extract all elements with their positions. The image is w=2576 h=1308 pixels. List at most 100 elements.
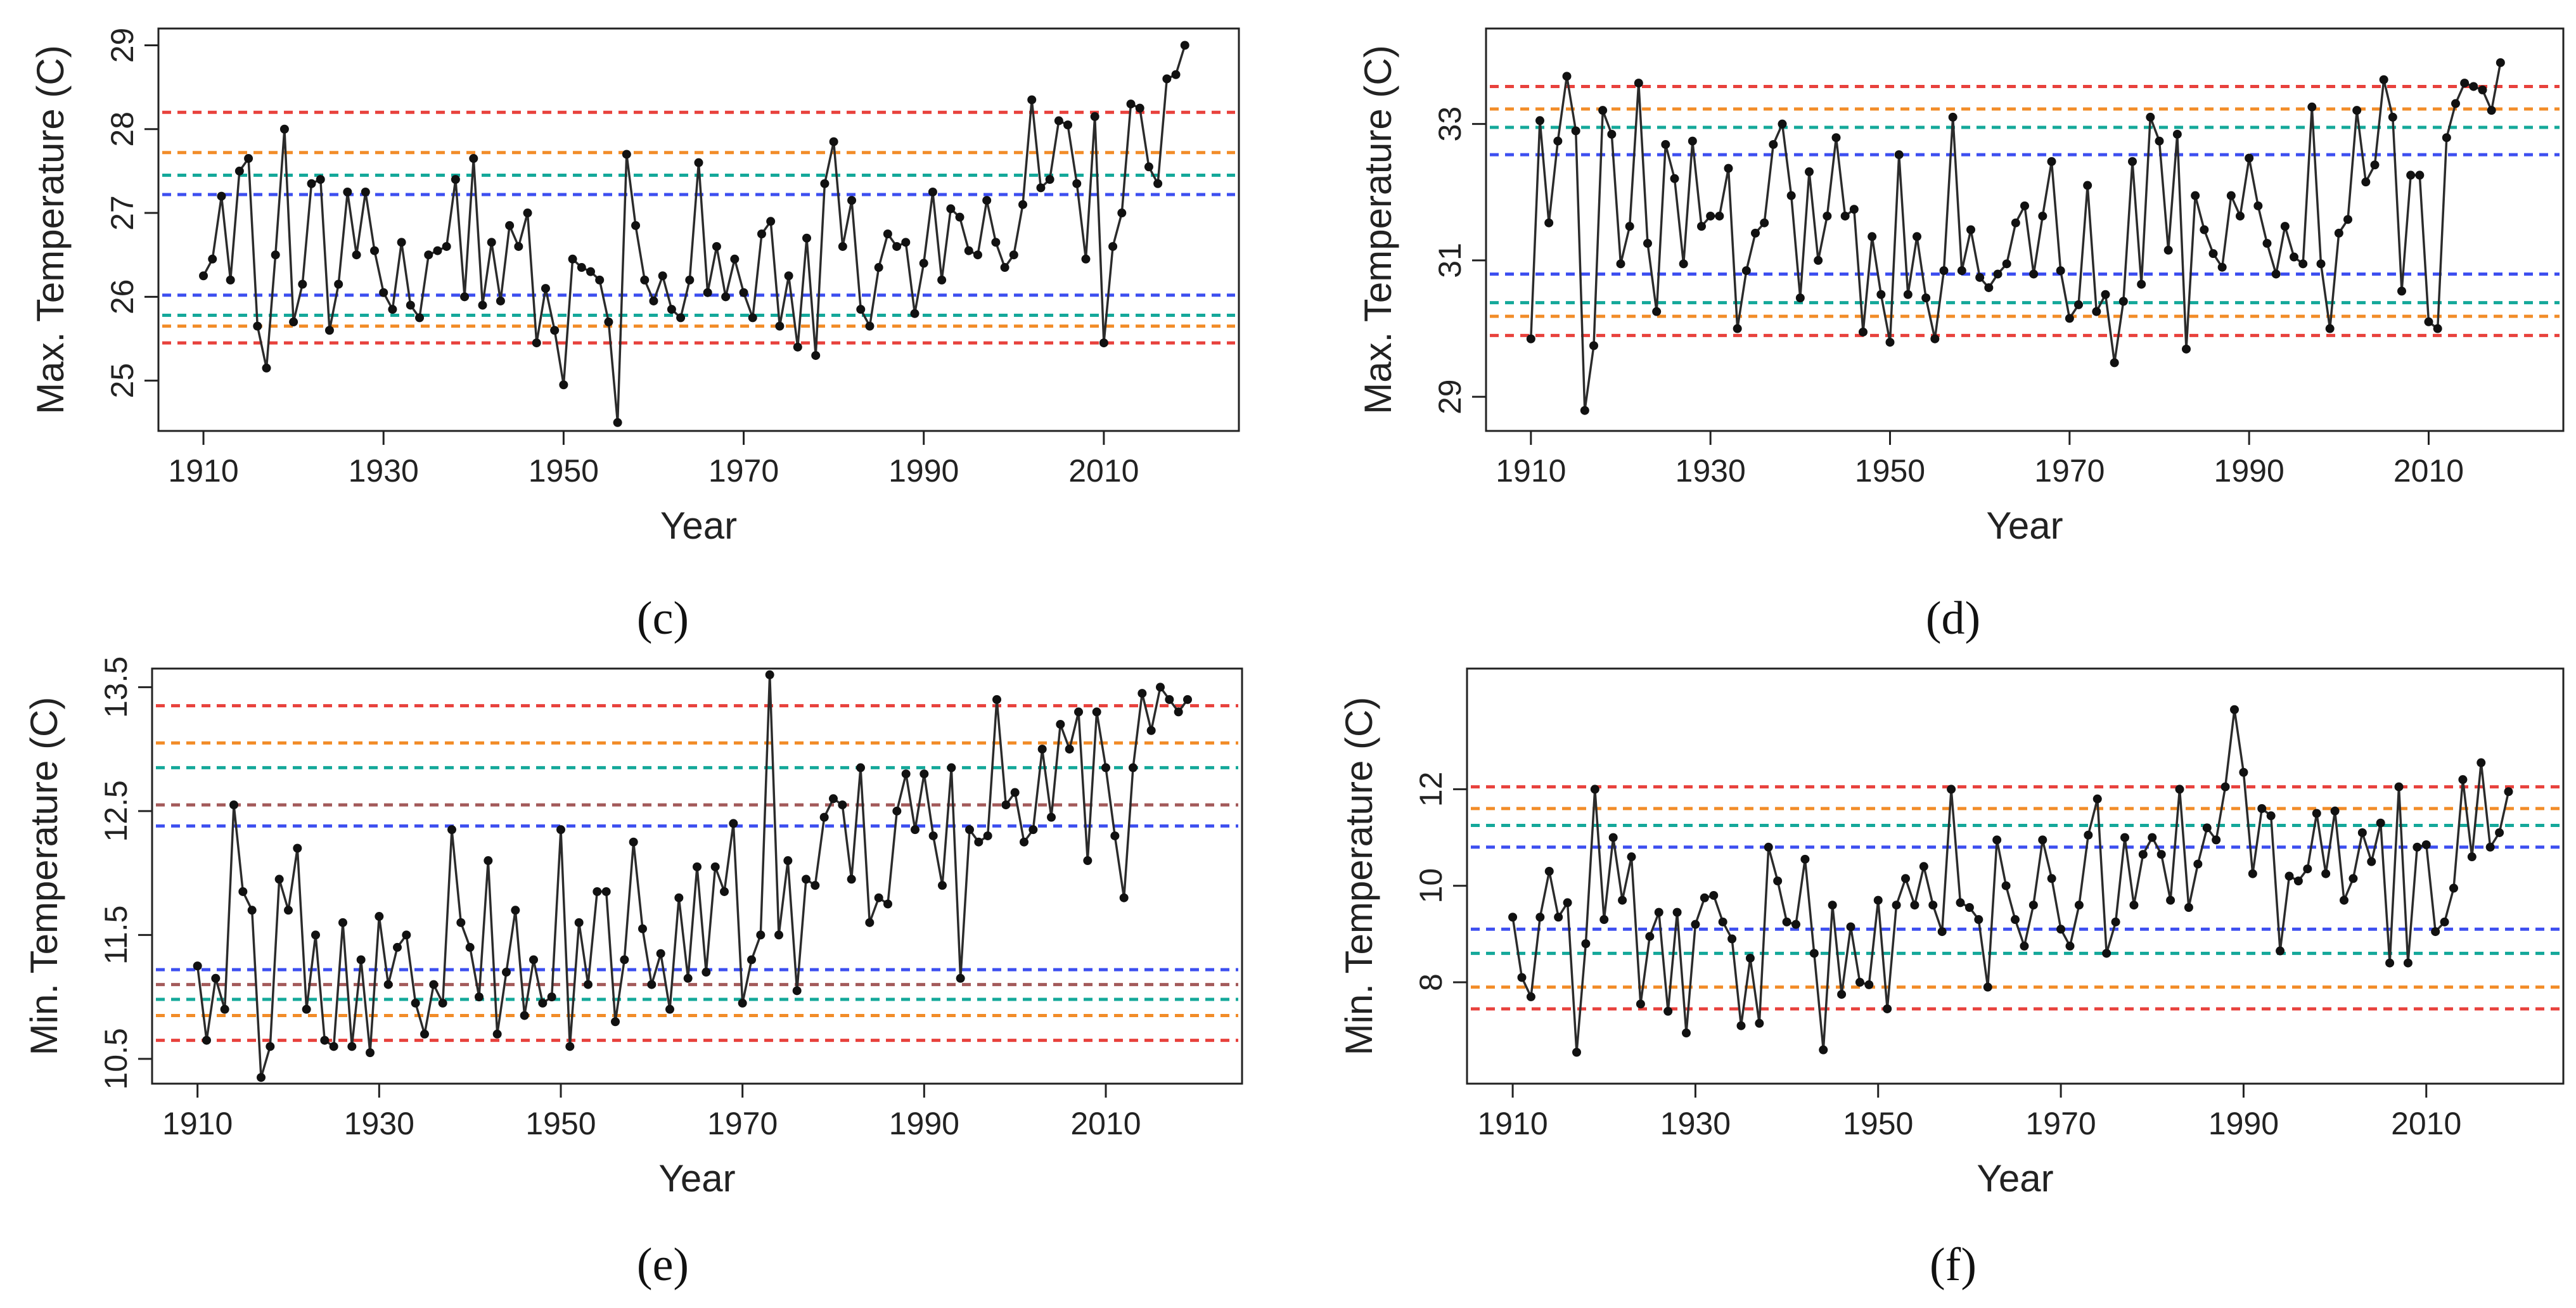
data-point-d-1951 <box>1894 150 1904 160</box>
data-point-e-2006 <box>1065 745 1074 754</box>
x-tick-label-d-1950: 1950 <box>1855 453 1925 489</box>
data-point-d-1937 <box>1769 139 1778 149</box>
data-point-f-1951 <box>1883 1004 1892 1013</box>
data-point-d-1956 <box>1939 266 1949 276</box>
data-point-f-1944 <box>1819 1045 1828 1055</box>
data-point-d-1945 <box>1840 211 1850 221</box>
data-point-f-1981 <box>2156 850 2166 859</box>
data-point-d-2012 <box>2442 133 2451 143</box>
data-point-e-1964 <box>683 973 693 983</box>
series-line-e <box>196 674 1189 1078</box>
data-point-f-1959 <box>1956 898 1965 907</box>
data-point-f-2002 <box>2349 874 2358 883</box>
data-point-c-1940 <box>469 154 478 164</box>
data-point-f-1924 <box>1636 999 1645 1009</box>
data-point-c-2008 <box>1081 254 1091 264</box>
x-tick-label-c-1950: 1950 <box>529 453 599 489</box>
plot-frame-f <box>1466 667 2565 1085</box>
data-point-d-1986 <box>2208 249 2218 259</box>
data-point-e-1935 <box>420 1029 429 1039</box>
panel-label-d: (d) <box>1926 593 1980 644</box>
data-point-d-1914 <box>1562 72 1572 81</box>
data-point-f-1941 <box>1791 920 1800 929</box>
data-point-e-2018 <box>1174 707 1183 717</box>
data-point-e-2001 <box>1020 837 1028 847</box>
data-point-e-1989 <box>911 825 920 835</box>
data-point-d-1940 <box>1795 293 1805 303</box>
data-point-d-1944 <box>1831 133 1841 143</box>
data-point-f-1910 <box>1508 913 1518 922</box>
data-point-f-1976 <box>2111 917 2120 926</box>
data-point-d-1970 <box>2065 314 2074 323</box>
data-point-f-1912 <box>1526 992 1535 1001</box>
data-point-c-1964 <box>685 275 695 285</box>
data-point-f-1980 <box>2148 833 2157 842</box>
data-point-f-1945 <box>1828 901 1837 910</box>
data-point-e-1969 <box>729 819 738 828</box>
data-point-c-1937 <box>442 241 451 251</box>
data-point-c-1917 <box>262 363 271 373</box>
data-point-d-1926 <box>1670 174 1679 183</box>
x-axis-title-c: Year <box>660 504 737 547</box>
x-tick-label-f-1950: 1950 <box>1843 1106 1913 1141</box>
data-point-f-1955 <box>1919 862 1928 871</box>
data-point-f-1938 <box>1764 842 1773 852</box>
data-point-d-1919 <box>1607 129 1617 139</box>
data-point-e-1952 <box>574 918 584 927</box>
data-point-f-1985 <box>2193 859 2203 869</box>
data-point-d-1923 <box>1643 239 1652 248</box>
data-point-e-1958 <box>629 837 638 847</box>
data-point-e-1981 <box>838 800 847 810</box>
data-point-f-1934 <box>1727 934 1737 944</box>
data-point-f-1989 <box>2230 705 2239 714</box>
data-point-f-1913 <box>1535 913 1545 922</box>
data-point-e-2016 <box>1156 683 1165 692</box>
data-point-c-1948 <box>541 284 550 293</box>
x-tick-label-c-1930: 1930 <box>349 453 419 489</box>
data-point-e-1953 <box>584 980 593 989</box>
data-point-e-2015 <box>1146 726 1156 735</box>
data-point-e-2013 <box>1129 763 1137 773</box>
data-point-f-1954 <box>1910 901 1919 910</box>
data-point-f-2017 <box>2485 842 2495 852</box>
data-point-f-1958 <box>1947 785 1956 794</box>
data-point-d-2014 <box>2460 79 2470 88</box>
data-point-e-1984 <box>865 918 875 927</box>
data-point-c-1967 <box>712 241 721 251</box>
data-point-f-1995 <box>2284 871 2294 881</box>
data-point-d-1992 <box>2262 239 2272 248</box>
data-point-e-2005 <box>1056 719 1065 729</box>
data-point-f-2000 <box>2330 806 2340 816</box>
data-point-f-2015 <box>2467 852 2477 862</box>
data-point-e-1966 <box>702 968 711 977</box>
data-point-c-2002 <box>1027 95 1037 105</box>
data-point-d-1916 <box>1580 406 1589 415</box>
y-tick-label-f-2: 12 <box>1413 772 1449 807</box>
data-point-e-1987 <box>892 806 902 816</box>
data-point-e-1980 <box>829 794 838 804</box>
data-point-c-1968 <box>721 292 731 302</box>
data-point-f-2003 <box>2357 828 2367 837</box>
data-point-f-1935 <box>1736 1021 1746 1030</box>
data-point-d-1918 <box>1598 106 1608 115</box>
data-point-f-2011 <box>2431 927 2440 937</box>
x-tick-label-d-1930: 1930 <box>1676 453 1746 489</box>
data-point-c-1915 <box>244 154 253 164</box>
data-point-d-1984 <box>2191 191 2200 200</box>
data-point-d-1938 <box>1778 119 1787 129</box>
data-point-f-2016 <box>2477 758 2486 767</box>
data-point-c-2019 <box>1180 41 1189 50</box>
data-point-f-1972 <box>2074 901 2084 910</box>
data-point-e-2010 <box>1101 763 1110 773</box>
data-point-e-1923 <box>311 930 320 940</box>
data-point-c-2005 <box>1054 116 1063 125</box>
data-point-d-2011 <box>2433 324 2442 333</box>
data-point-e-2011 <box>1110 831 1120 840</box>
data-point-c-1998 <box>991 238 1001 247</box>
data-point-c-1924 <box>324 326 334 335</box>
data-point-c-1983 <box>856 305 866 314</box>
data-point-c-1946 <box>523 208 532 218</box>
data-point-e-1942 <box>484 856 493 866</box>
data-point-f-1920 <box>1599 915 1609 925</box>
data-point-e-1931 <box>383 980 393 989</box>
